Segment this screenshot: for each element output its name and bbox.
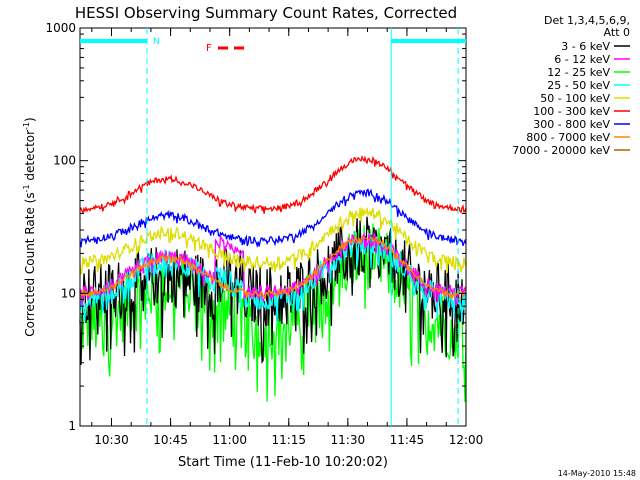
x-axis: 10:30 10:45 11:00 11:15 11:30 11:45 12:00: [91, 28, 484, 447]
legend-entry: 800 - 7000 keV: [526, 131, 610, 144]
series-line: [79, 207, 467, 275]
x-tick-label: 11:15: [271, 433, 306, 447]
legend-entry: 3 - 6 keV: [561, 40, 610, 53]
saa-label: N: [153, 37, 160, 47]
legend-header: Det 1,3,4,5,6,9,: [544, 14, 630, 27]
chart-title: HESSI Observing Summary Count Rates, Cor…: [75, 4, 457, 22]
x-tick-label: 12:00: [449, 433, 484, 447]
legend-entry: 12 - 25 keV: [547, 66, 610, 79]
series-layer: [79, 154, 467, 403]
y-axis-label: Corrected Count Rate (s-1 detector-1): [22, 117, 37, 336]
footer-timestamp: 14-May-2010 15:48: [558, 469, 636, 478]
y-tick-label: 100: [53, 154, 76, 168]
y-axis: 1 10 100 1000: [45, 21, 466, 433]
x-tick-label: 11:30: [331, 433, 366, 447]
legend-header: Att 0: [604, 26, 630, 39]
plot-frame: [79, 27, 467, 427]
x-axis-label: Start Time (11-Feb-10 10:20:02): [178, 455, 388, 470]
legend-entry: 300 - 800 keV: [533, 118, 610, 131]
x-tick-label: 10:45: [153, 433, 188, 447]
series-line: [79, 234, 467, 300]
series-line: [79, 231, 467, 307]
y-tick-label: 1000: [45, 21, 76, 35]
legend-entry: 100 - 300 keV: [533, 105, 610, 118]
legend-entry: 6 - 12 keV: [554, 53, 610, 66]
series-line: [79, 154, 467, 215]
legend-entry: 50 - 100 keV: [540, 92, 610, 105]
flare-label: F: [206, 43, 212, 54]
marker-layer: NF: [80, 28, 466, 426]
series-line: [79, 188, 467, 249]
legend-entry: 7000 - 20000 keV: [512, 144, 610, 157]
legend-entry: 25 - 50 keV: [547, 79, 610, 92]
x-tick-label: 10:30: [94, 433, 129, 447]
x-tick-label: 11:00: [212, 433, 247, 447]
x-tick-label: 11:45: [390, 433, 425, 447]
y-tick-label: 10: [61, 286, 76, 300]
y-tick-label: 1: [68, 419, 76, 433]
